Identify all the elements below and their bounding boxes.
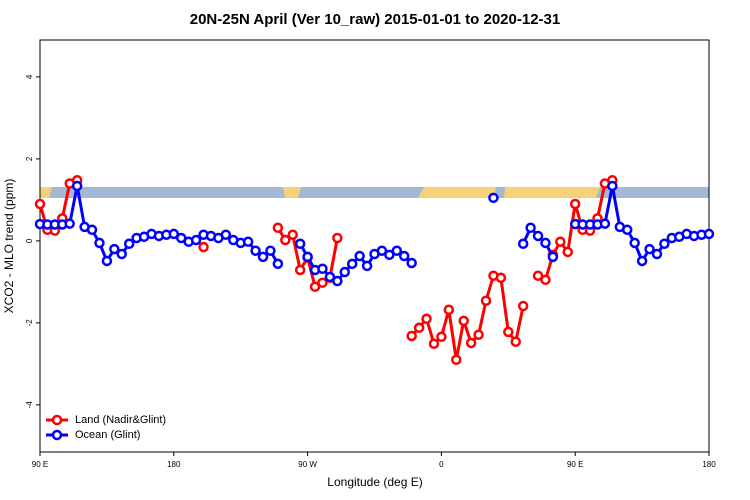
x-tick-label: 90 E	[32, 460, 48, 469]
data-point	[532, 230, 544, 242]
data-point	[317, 263, 328, 275]
data-point	[376, 245, 388, 256]
data-point	[517, 238, 529, 249]
x-tick-label: 90 E	[567, 460, 583, 469]
data-point	[86, 224, 98, 236]
data-point	[398, 250, 410, 262]
data-point	[659, 238, 670, 249]
data-point	[473, 329, 484, 341]
x-tick-label: 0	[439, 460, 444, 469]
data-point	[346, 258, 358, 270]
data-point	[123, 238, 135, 249]
data-point	[540, 274, 551, 286]
data-point	[569, 198, 581, 210]
data-point	[488, 192, 499, 204]
data-point	[525, 222, 536, 234]
data-point	[198, 241, 209, 253]
data-point	[294, 238, 306, 249]
data-point	[116, 248, 128, 260]
x-tick-label: 180	[702, 460, 716, 469]
y-tick-label: 0	[25, 238, 34, 243]
legend-label: Land (Nadir&Glint)	[75, 414, 166, 426]
data-point	[101, 255, 113, 267]
data-point	[242, 236, 254, 247]
data-point	[64, 218, 75, 229]
data-point	[636, 255, 648, 267]
plot-frame	[39, 39, 710, 453]
data-point	[562, 246, 574, 258]
data-point	[406, 257, 417, 269]
chart-title: 20N-25N April (Ver 10_raw) 2015-01-01 to…	[190, 11, 560, 28]
data-point	[495, 272, 507, 284]
data-point	[510, 336, 521, 347]
data-point	[332, 275, 343, 287]
data-point	[436, 331, 447, 343]
data-point	[302, 251, 313, 263]
map-strip	[40, 187, 709, 198]
legend-marker	[51, 414, 63, 426]
data-point	[421, 313, 432, 325]
legend-label: Ocean (Glint)	[75, 429, 140, 441]
data-point	[629, 237, 640, 249]
data-point	[443, 304, 455, 315]
data-point	[703, 228, 715, 240]
data-point	[294, 264, 306, 276]
data-point	[503, 326, 514, 338]
x-axis-label: Longitude (deg E)	[327, 475, 422, 489]
data-point	[391, 245, 403, 256]
data-point	[190, 234, 202, 246]
y-tick-label: -4	[25, 401, 34, 409]
data-point	[599, 218, 611, 229]
data-point	[413, 322, 425, 334]
data-point	[109, 243, 120, 255]
data-point	[265, 245, 276, 256]
data-point	[220, 229, 232, 240]
y-axis-label: XCO2 - MLO trend (ppm)	[2, 179, 16, 314]
data-point	[361, 260, 373, 272]
data-point	[324, 271, 336, 283]
data-point	[555, 236, 566, 247]
legend-marker	[51, 429, 63, 441]
data-point	[332, 232, 343, 244]
data-point	[451, 354, 462, 366]
data-point	[34, 198, 46, 210]
data-point	[339, 266, 351, 278]
y-tick-label: -2	[25, 319, 34, 327]
data-point	[540, 237, 551, 249]
data-point	[257, 251, 269, 263]
y-tick-label: 4	[25, 74, 34, 79]
data-point	[644, 243, 655, 255]
data-point	[517, 300, 529, 312]
data-point	[168, 228, 180, 240]
data-point	[651, 248, 663, 260]
data-point	[458, 315, 469, 327]
data-point	[287, 229, 298, 240]
data-point	[547, 251, 559, 263]
data-point	[94, 237, 105, 249]
data-point	[354, 250, 365, 262]
x-tick-label: 180	[167, 460, 181, 469]
legend: Land (Nadir&Glint) Ocean (Glint)	[46, 414, 166, 441]
data-point	[317, 277, 328, 288]
data-point	[272, 222, 284, 234]
data-point	[465, 337, 477, 349]
data-point	[384, 249, 395, 261]
data-point	[309, 281, 321, 293]
data-point	[272, 258, 284, 270]
data-point	[621, 224, 633, 236]
data-point	[532, 270, 544, 281]
data-point	[428, 338, 440, 350]
y-tick-label: 2	[25, 156, 34, 161]
data-point	[71, 180, 83, 192]
data-point	[607, 180, 618, 192]
data-point	[250, 245, 261, 256]
data-point	[480, 295, 492, 306]
x-tick-label: 90 W	[298, 460, 317, 469]
data-point	[406, 330, 417, 342]
data-point	[280, 234, 291, 246]
